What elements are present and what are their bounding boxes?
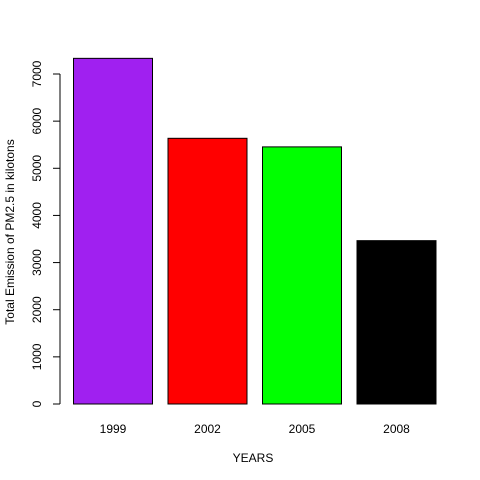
- y-tick-label-1000: 1000: [30, 343, 44, 370]
- y-tick-label-6000: 6000: [30, 107, 44, 134]
- bar-2008: [356, 240, 437, 405]
- y-axis-label: Total Emission of PM2.5 in kilotons: [3, 139, 17, 324]
- y-tick-label-7000: 7000: [30, 60, 44, 87]
- bars: [73, 57, 437, 405]
- y-tick-label-3000: 3000: [30, 249, 44, 276]
- bar-2005: [262, 146, 342, 405]
- y-tick-label-4000: 4000: [30, 202, 44, 229]
- y-tick-label-2000: 2000: [30, 296, 44, 323]
- bar-1999: [73, 57, 153, 405]
- y-tick-label-0: 0: [30, 400, 44, 407]
- bar-2002: [167, 137, 248, 405]
- y-tick-label-5000: 5000: [30, 155, 44, 182]
- x-tick-label-2008: 2008: [383, 422, 410, 436]
- x-tick-labels: 1999 2002 2005 2008: [100, 422, 411, 436]
- x-tick-label-2002: 2002: [194, 422, 221, 436]
- x-tick-label-1999: 1999: [100, 422, 127, 436]
- x-tick-label-2005: 2005: [289, 422, 316, 436]
- x-axis-label: YEARS: [233, 451, 274, 465]
- y-axis: 0 1000 2000 3000 4000 5000 6000 7000: [30, 60, 61, 407]
